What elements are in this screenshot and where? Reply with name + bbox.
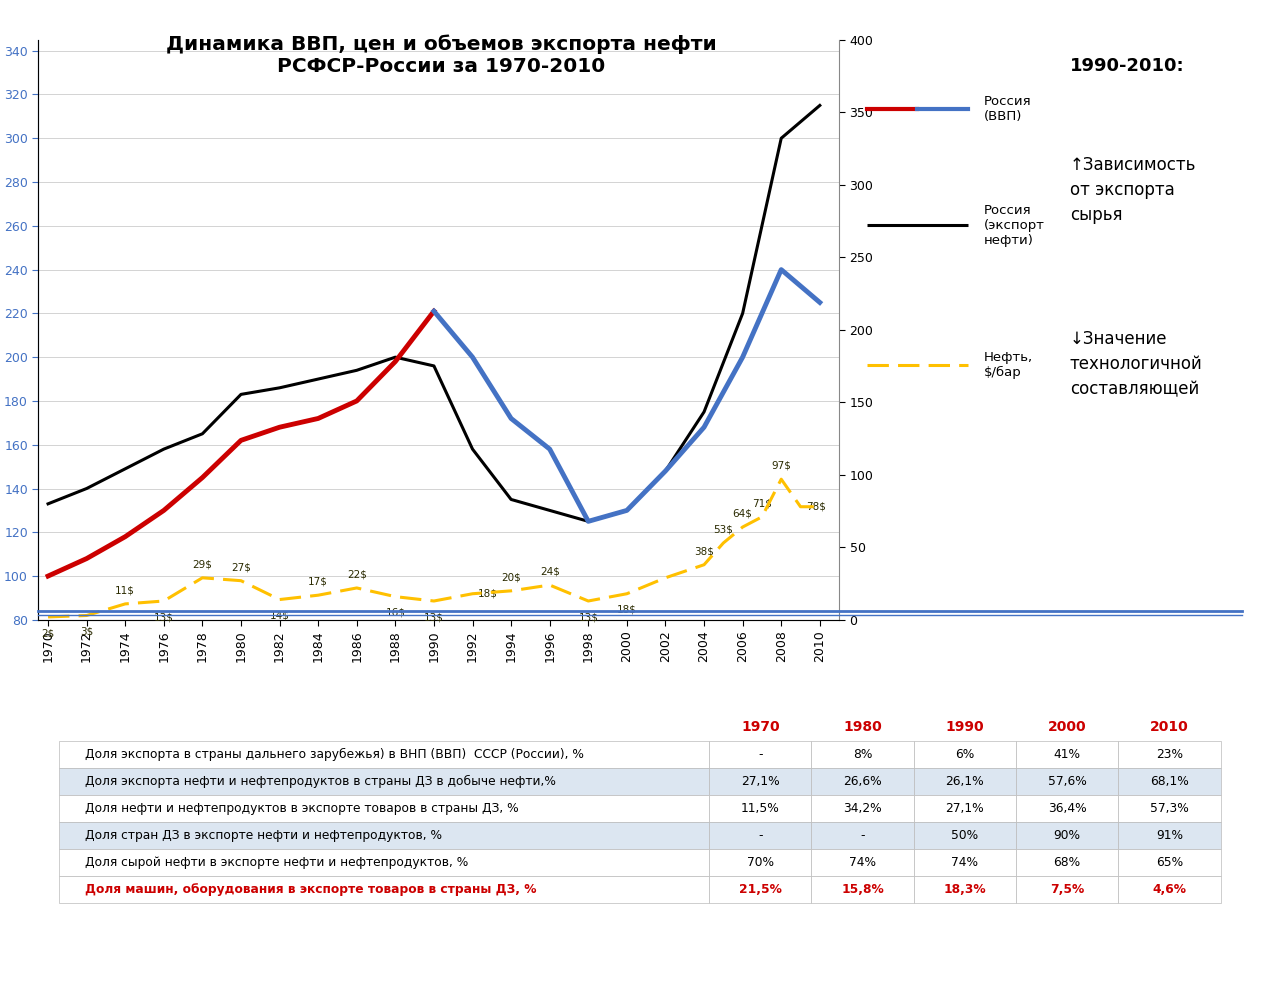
Text: 3$: 3$	[81, 626, 93, 636]
Text: 13$: 13$	[154, 612, 174, 622]
Text: 97$: 97$	[772, 461, 791, 471]
Text: 20$: 20$	[502, 573, 521, 582]
Text: 13$: 13$	[424, 612, 444, 622]
Text: 29$: 29$	[192, 560, 212, 570]
Text: 38$: 38$	[694, 547, 714, 557]
Text: Нефть,
$/бар: Нефть, $/бар	[984, 351, 1033, 379]
Text: 17$: 17$	[308, 577, 328, 586]
Text: 22$: 22$	[347, 570, 366, 580]
Text: 18$: 18$	[617, 605, 637, 615]
Text: 1990-2010:: 1990-2010:	[1070, 58, 1184, 76]
Text: Динамика ВВП, цен и объемов экспорта нефти
РСФСР-России за 1970-2010: Динамика ВВП, цен и объемов экспорта неф…	[166, 35, 717, 77]
Text: Россия
(ВВП): Россия (ВВП)	[984, 95, 1032, 123]
Text: 27$: 27$	[232, 563, 251, 573]
Text: 64$: 64$	[732, 509, 753, 519]
Text: 24$: 24$	[540, 567, 559, 577]
Text: 13$: 13$	[579, 612, 598, 622]
Text: 2$: 2$	[41, 628, 55, 638]
Text: 16$: 16$	[385, 607, 406, 617]
Text: ↑Зависимость
от экспорта
сырья: ↑Зависимость от экспорта сырья	[1070, 156, 1196, 224]
Text: ↓Значение
технологичной
составляющей: ↓Значение технологичной составляющей	[1070, 330, 1202, 398]
Text: 14$: 14$	[270, 610, 289, 620]
Text: 18$: 18$	[477, 588, 498, 598]
Text: 78$: 78$	[806, 502, 826, 512]
Text: Россия
(экспорт
нефти): Россия (экспорт нефти)	[984, 204, 1044, 247]
Text: 53$: 53$	[713, 525, 733, 535]
Text: 71$: 71$	[751, 499, 772, 509]
Text: 11$: 11$	[115, 585, 136, 595]
